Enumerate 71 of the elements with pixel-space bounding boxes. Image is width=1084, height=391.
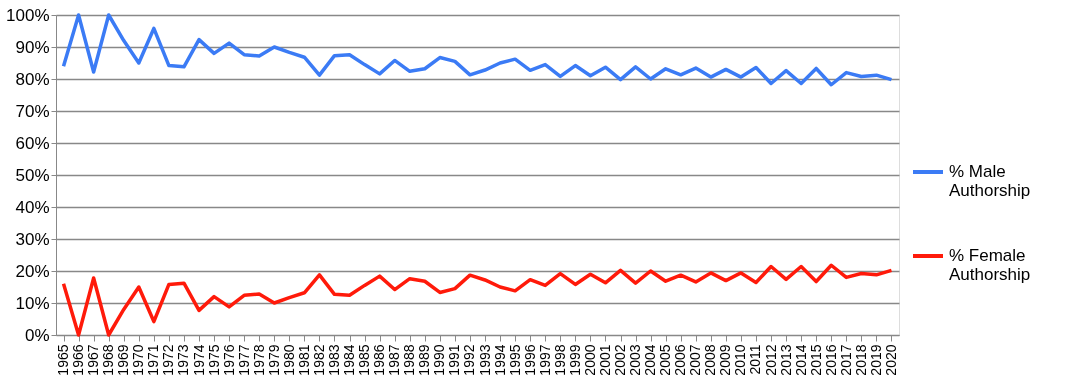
line-series xyxy=(61,263,894,337)
x-tick-label: 1966 xyxy=(70,344,87,376)
x-tick-label: 1974 xyxy=(190,344,207,376)
x-tick-label: 1973 xyxy=(175,344,192,376)
x-tick-label: 2000 xyxy=(581,344,598,376)
x-tick-label: 1975 xyxy=(205,344,222,376)
x-tick-label: 1989 xyxy=(416,344,433,376)
x-tick-label: 1993 xyxy=(476,344,493,376)
x-tick-label: 1987 xyxy=(386,344,403,376)
x-tick-label: 2012 xyxy=(762,344,779,376)
x-tick-label: 2003 xyxy=(627,344,644,376)
x-tick-label: 1982 xyxy=(310,344,327,376)
x-tick-label: 1965 xyxy=(55,344,72,376)
x-tick-label: 1981 xyxy=(295,344,312,376)
legend-label: % Male Authorship xyxy=(949,162,1031,200)
x-tick-label: 1969 xyxy=(115,344,132,376)
x-tick-label: 2015 xyxy=(807,344,824,376)
x-tick-label: 1978 xyxy=(250,344,267,376)
y-tick-label: 80% xyxy=(15,69,50,89)
x-tick-label: 2010 xyxy=(732,344,749,376)
x-tick-label: 1979 xyxy=(265,344,282,376)
x-tick-label: 2002 xyxy=(612,344,629,376)
x-tick-label: 1998 xyxy=(551,344,568,376)
x-tick-label: 2011 xyxy=(747,344,764,375)
x-tick-label: 1972 xyxy=(160,344,177,376)
x-tick-label: 2006 xyxy=(672,344,689,376)
x-tick-label: 1968 xyxy=(100,344,117,376)
x-tick-label: 1992 xyxy=(461,344,478,376)
x-tick-label: 1970 xyxy=(130,344,147,376)
y-tick-label: 40% xyxy=(15,197,50,217)
y-tick-label: 30% xyxy=(15,229,50,249)
x-tick-label: 2013 xyxy=(777,344,794,376)
x-tick-label: 2008 xyxy=(702,344,719,376)
x-tick-label: 1977 xyxy=(235,344,252,376)
x-tick-label: 2018 xyxy=(852,344,869,376)
y-tick-label: 100% xyxy=(6,5,50,25)
x-tick-label: 2001 xyxy=(596,344,613,376)
x-tick-label: 1996 xyxy=(521,344,538,376)
x-tick-label: 1985 xyxy=(356,344,373,376)
x-tick-label: 2019 xyxy=(867,344,884,376)
y-tick-label: 90% xyxy=(15,37,50,57)
x-tick-label: 1995 xyxy=(506,344,523,376)
y-tick-label: 70% xyxy=(15,101,50,121)
x-tick-label: 1997 xyxy=(536,344,553,376)
y-tick-label: 20% xyxy=(15,261,50,281)
x-tick-label: 2014 xyxy=(792,344,809,376)
y-tick-label: 60% xyxy=(15,133,50,153)
x-tick-label: 1971 xyxy=(145,344,162,376)
x-tick-label: 2017 xyxy=(837,344,854,376)
x-tick-label: 1984 xyxy=(341,344,358,376)
x-tick-label: 2009 xyxy=(717,344,734,376)
y-tick-label: 50% xyxy=(15,165,50,185)
x-tick-label: 2007 xyxy=(687,344,704,376)
x-tick-label: 1983 xyxy=(325,344,342,376)
x-tick-label: 2005 xyxy=(657,344,674,376)
x-tick-label: 1986 xyxy=(371,344,388,376)
y-tick-label: 10% xyxy=(15,293,50,313)
x-tick-label: 1999 xyxy=(566,344,583,376)
x-tick-label: 1967 xyxy=(85,344,102,376)
legend-label: % Female Authorship xyxy=(949,246,1031,284)
x-tick-label: 1990 xyxy=(431,344,448,376)
x-tick-label: 2020 xyxy=(882,344,899,376)
x-tick-label: 1976 xyxy=(220,344,237,376)
x-tick-label: 1980 xyxy=(280,344,297,376)
x-tick-label: 1994 xyxy=(491,344,508,376)
y-tick-label: 0% xyxy=(24,325,50,345)
x-tick-label: 1991 xyxy=(446,344,463,376)
x-tick-label: 2004 xyxy=(642,344,659,376)
line-series xyxy=(61,13,894,87)
x-tick-label: 2016 xyxy=(822,344,839,376)
x-tick-label: 1988 xyxy=(401,344,418,376)
